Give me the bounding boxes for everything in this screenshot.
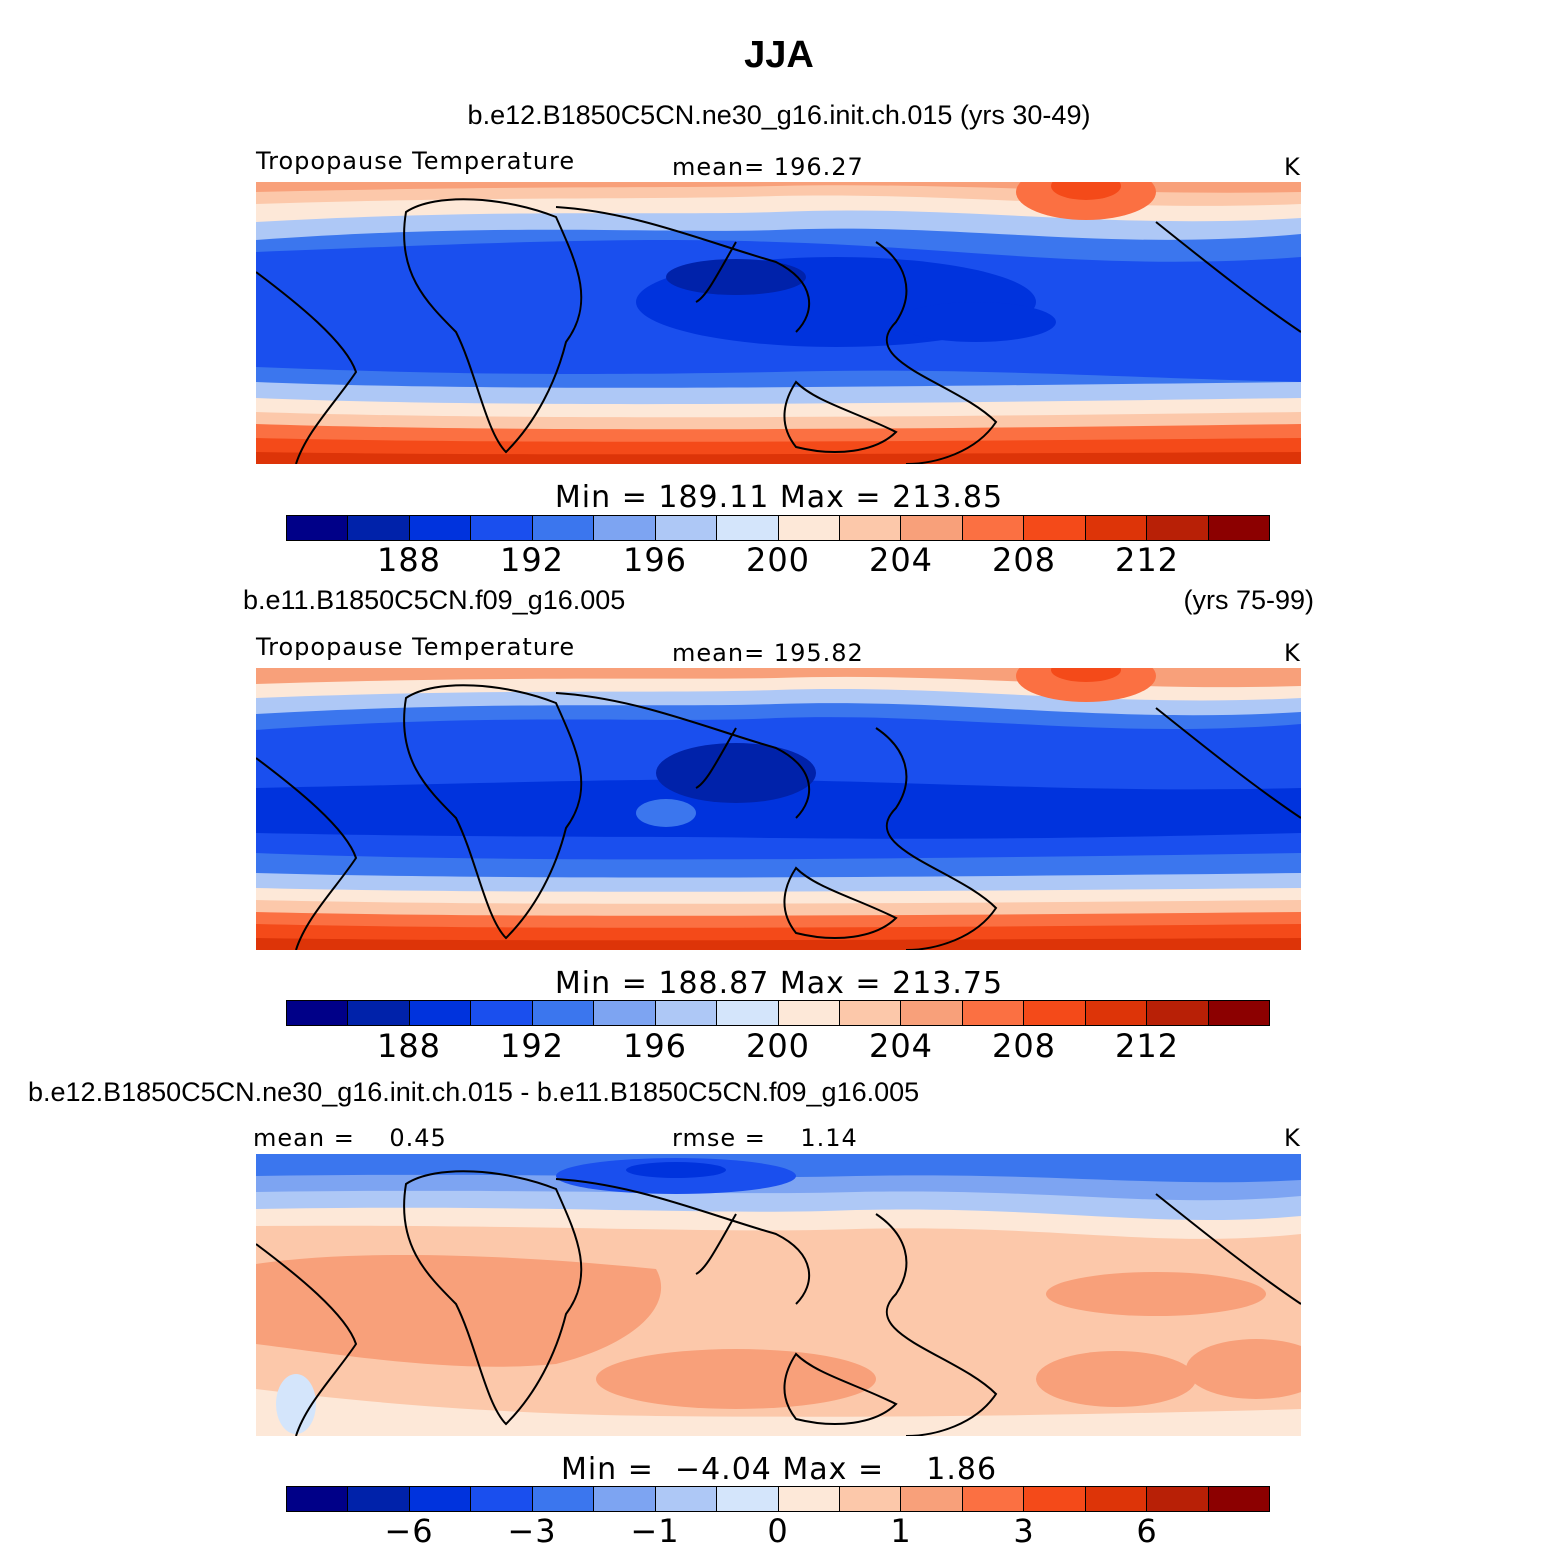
colorbar-swatch <box>901 516 963 540</box>
colorbar-swatch <box>1147 516 1209 540</box>
colorbar-swatch <box>409 1001 472 1025</box>
panel-3-mean-label: mean = 0.45 <box>253 1124 447 1152</box>
colorbar-tick-label: 196 <box>622 541 688 579</box>
colorbar-tick-label: 0 <box>767 1512 789 1550</box>
colorbar-tick-label: 192 <box>499 541 565 579</box>
colorbar-swatch <box>348 1487 410 1511</box>
main-title: JJA <box>744 34 814 76</box>
panel-1-map <box>256 182 1301 464</box>
colorbar-swatch <box>471 1487 533 1511</box>
colorbar-swatch <box>532 1001 595 1025</box>
colorbar-swatch <box>717 1487 779 1511</box>
colorbar-swatch <box>962 1487 1025 1511</box>
colorbar-tick-label: 212 <box>1114 541 1180 579</box>
panel-1-min-max: Min = 189.11 Max = 213.85 <box>554 480 1004 515</box>
colorbar-swatch <box>1147 1487 1209 1511</box>
colorbar-swatch <box>901 1487 963 1511</box>
colorbar-swatch <box>1024 516 1086 540</box>
colorbar-swatch <box>471 516 533 540</box>
colorbar-swatch <box>962 1001 1025 1025</box>
colorbar-swatch <box>655 1001 718 1025</box>
colorbar-swatch <box>1208 1487 1269 1511</box>
colorbar-swatch <box>778 1487 840 1511</box>
colorbar-tick-label: −1 <box>630 1512 680 1550</box>
colorbar-tick-label: 204 <box>868 541 934 579</box>
panel-3-units-label: K <box>1284 1124 1301 1152</box>
colorbar-swatch <box>1208 516 1269 540</box>
colorbar-swatch <box>839 1001 902 1025</box>
panel-1-variable-label: Tropopause Temperature <box>256 147 576 175</box>
colorbar-swatch <box>471 1001 533 1025</box>
colorbar-swatch <box>778 1001 840 1025</box>
colorbar-tick-label: 188 <box>376 1027 442 1065</box>
panel-1-mean-label: mean= 196.27 <box>672 153 864 181</box>
colorbar-swatch <box>717 1001 779 1025</box>
colorbar-tick-label: 208 <box>991 1027 1057 1065</box>
panel-2-min-max: Min = 188.87 Max = 213.75 <box>554 966 1004 1001</box>
colorbar-swatch <box>1208 1001 1269 1025</box>
colorbar-swatch <box>655 1487 718 1511</box>
panel-2-variable-label: Tropopause Temperature <box>256 633 576 661</box>
panel-2-case-title: b.e11.B1850C5CN.f09_g16.005 <box>243 585 626 615</box>
colorbar-tick-label: −3 <box>507 1512 557 1550</box>
panel-2-colorbar <box>286 1000 1270 1026</box>
colorbar-swatch <box>1085 1487 1148 1511</box>
colorbar-swatch <box>287 1487 349 1511</box>
colorbar-swatch <box>1024 1487 1086 1511</box>
colorbar-tick-label: 200 <box>745 1027 811 1065</box>
colorbar-swatch <box>839 1487 902 1511</box>
colorbar-tick-label: 3 <box>1013 1512 1035 1550</box>
colorbar-swatch <box>901 1001 963 1025</box>
colorbar-swatch <box>594 516 656 540</box>
panel-1-colorbar <box>286 515 1270 541</box>
colorbar-tick-label: 208 <box>991 541 1057 579</box>
colorbar-tick-label: 192 <box>499 1027 565 1065</box>
panel-3-case-title: b.e12.B1850C5CN.ne30_g16.init.ch.015 - b… <box>28 1077 920 1107</box>
colorbar-swatch <box>962 516 1025 540</box>
colorbar-swatch <box>409 516 472 540</box>
panel-2-case-years: (yrs 75-99) <box>1183 585 1314 615</box>
panel-3-map <box>256 1154 1301 1436</box>
panel-3-rmse-label: rmse = 1.14 <box>672 1124 858 1152</box>
panel-2-mean-label: mean= 195.82 <box>672 639 864 667</box>
colorbar-swatch <box>348 516 410 540</box>
colorbar-swatch <box>1085 516 1148 540</box>
colorbar-tick-label: 6 <box>1136 1512 1158 1550</box>
colorbar-tick-label: 212 <box>1114 1027 1180 1065</box>
colorbar-swatch <box>348 1001 410 1025</box>
panel-2-units-label: K <box>1284 639 1301 667</box>
colorbar-tick-label: 188 <box>376 541 442 579</box>
panel-2-map <box>256 668 1301 950</box>
colorbar-tick-label: 200 <box>745 541 811 579</box>
colorbar-tick-label: 204 <box>868 1027 934 1065</box>
panel-3-colorbar <box>286 1486 1270 1512</box>
colorbar-tick-label: −6 <box>384 1512 434 1550</box>
panel-1-case-title: b.e12.B1850C5CN.ne30_g16.init.ch.015 (yr… <box>467 100 1091 130</box>
colorbar-swatch <box>1147 1001 1209 1025</box>
colorbar-swatch <box>717 516 779 540</box>
colorbar-swatch <box>532 516 595 540</box>
colorbar-swatch <box>778 516 840 540</box>
colorbar-swatch <box>1085 1001 1148 1025</box>
colorbar-tick-label: 196 <box>622 1027 688 1065</box>
colorbar-swatch <box>1024 1001 1086 1025</box>
colorbar-swatch <box>839 516 902 540</box>
colorbar-swatch <box>409 1487 472 1511</box>
panel-1-units-label: K <box>1284 153 1301 181</box>
colorbar-swatch <box>287 516 349 540</box>
colorbar-swatch <box>594 1487 656 1511</box>
colorbar-swatch <box>532 1487 595 1511</box>
colorbar-swatch <box>655 516 718 540</box>
colorbar-swatch <box>594 1001 656 1025</box>
colorbar-swatch <box>287 1001 349 1025</box>
panel-3-min-max: Min = −4.04 Max = 1.86 <box>560 1452 998 1487</box>
colorbar-tick-label: 1 <box>890 1512 912 1550</box>
